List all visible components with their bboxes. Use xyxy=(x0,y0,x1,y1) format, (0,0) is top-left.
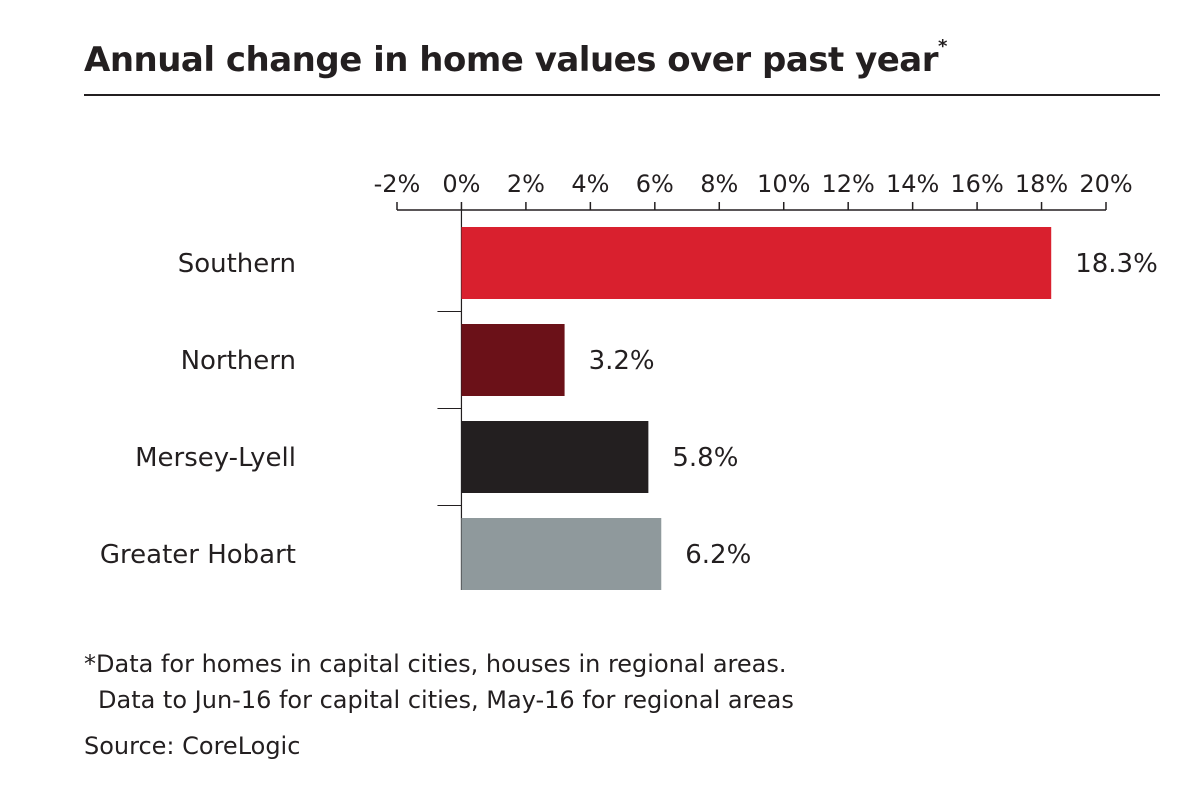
x-tick-label: 18% xyxy=(1015,170,1068,198)
bar xyxy=(461,227,1052,299)
bar xyxy=(461,421,649,493)
value-label: 6.2% xyxy=(685,540,751,570)
value-label: 18.3% xyxy=(1075,249,1158,279)
category-label: Northern xyxy=(181,346,296,376)
bar xyxy=(461,324,565,396)
footnote-line-2: Data to Jun-16 for capital cities, May-1… xyxy=(98,686,794,714)
value-label: 3.2% xyxy=(589,346,655,376)
source-note: Source: CoreLogic xyxy=(84,732,301,760)
x-tick-label: -2% xyxy=(374,170,421,198)
x-tick-label: 0% xyxy=(442,170,480,198)
chart-title: Annual change in home values over past y… xyxy=(84,36,947,80)
x-tick-label: 6% xyxy=(636,170,674,198)
title-rule xyxy=(84,94,1160,96)
bar-chart: -2% 0% 2% 4% 6% 8% 10% 12% 14% 16% 18% 20% Southern 1… xyxy=(100,170,1158,590)
x-tick-label: 16% xyxy=(950,170,1003,198)
category-label: Mersey-Lyell xyxy=(135,443,296,473)
x-tick-label: 10% xyxy=(757,170,810,198)
value-label: 5.8% xyxy=(672,443,738,473)
bar xyxy=(461,518,662,590)
x-tick-label: 2% xyxy=(507,170,545,198)
x-tick-label: 14% xyxy=(886,170,939,198)
x-tick-label: 8% xyxy=(700,170,738,198)
footnote-line-1: *Data for homes in capital cities, house… xyxy=(84,650,787,678)
category-label: Greater Hobart xyxy=(100,540,296,570)
x-tick-label: 12% xyxy=(822,170,875,198)
x-tick-label: 4% xyxy=(571,170,609,198)
x-tick-label: 20% xyxy=(1079,170,1132,198)
title-footnote-marker: * xyxy=(938,36,947,57)
category-label: Southern xyxy=(178,249,296,279)
